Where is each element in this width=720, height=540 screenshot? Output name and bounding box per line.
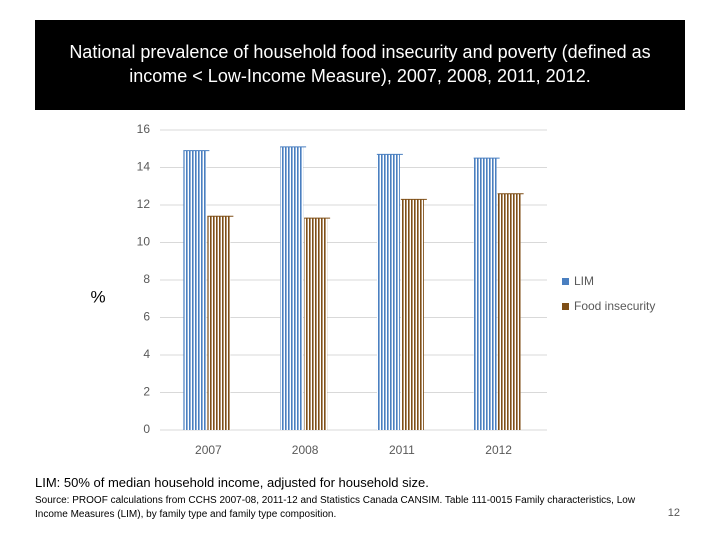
bar xyxy=(497,193,521,430)
chart-title: National prevalence of household food in… xyxy=(69,42,651,86)
note: LIM: 50% of median household income, adj… xyxy=(35,475,429,490)
y-tick-label: 8 xyxy=(143,272,150,286)
legend-swatch xyxy=(562,278,569,285)
y-axis-label: % xyxy=(90,287,105,306)
legend-label: Food insecurity xyxy=(574,299,655,313)
bar xyxy=(183,150,207,430)
page-number: 12 xyxy=(667,507,680,519)
legend-label: LIM xyxy=(574,274,594,288)
x-tick-label: 2012 xyxy=(485,443,512,457)
bar xyxy=(376,154,400,430)
title-background xyxy=(35,20,685,110)
x-tick-label: 2007 xyxy=(195,443,222,457)
y-tick-label: 4 xyxy=(143,347,150,361)
bar xyxy=(400,199,424,430)
y-tick-label: 10 xyxy=(137,235,151,249)
bar xyxy=(304,218,328,430)
y-tick-label: 14 xyxy=(137,160,151,174)
x-tick-label: 2008 xyxy=(292,443,319,457)
y-tick-label: 16 xyxy=(137,122,151,136)
legend-swatch xyxy=(562,303,569,310)
x-tick-label: 2011 xyxy=(389,443,415,457)
y-tick-label: 0 xyxy=(143,422,150,436)
source: Source: PROOF calculations from CCHS 200… xyxy=(35,495,636,520)
y-tick-label: 12 xyxy=(137,197,151,211)
y-tick-label: 6 xyxy=(143,310,150,324)
y-tick-label: 2 xyxy=(143,385,150,399)
bar xyxy=(207,216,231,430)
bar xyxy=(473,158,497,430)
bar xyxy=(280,146,304,430)
